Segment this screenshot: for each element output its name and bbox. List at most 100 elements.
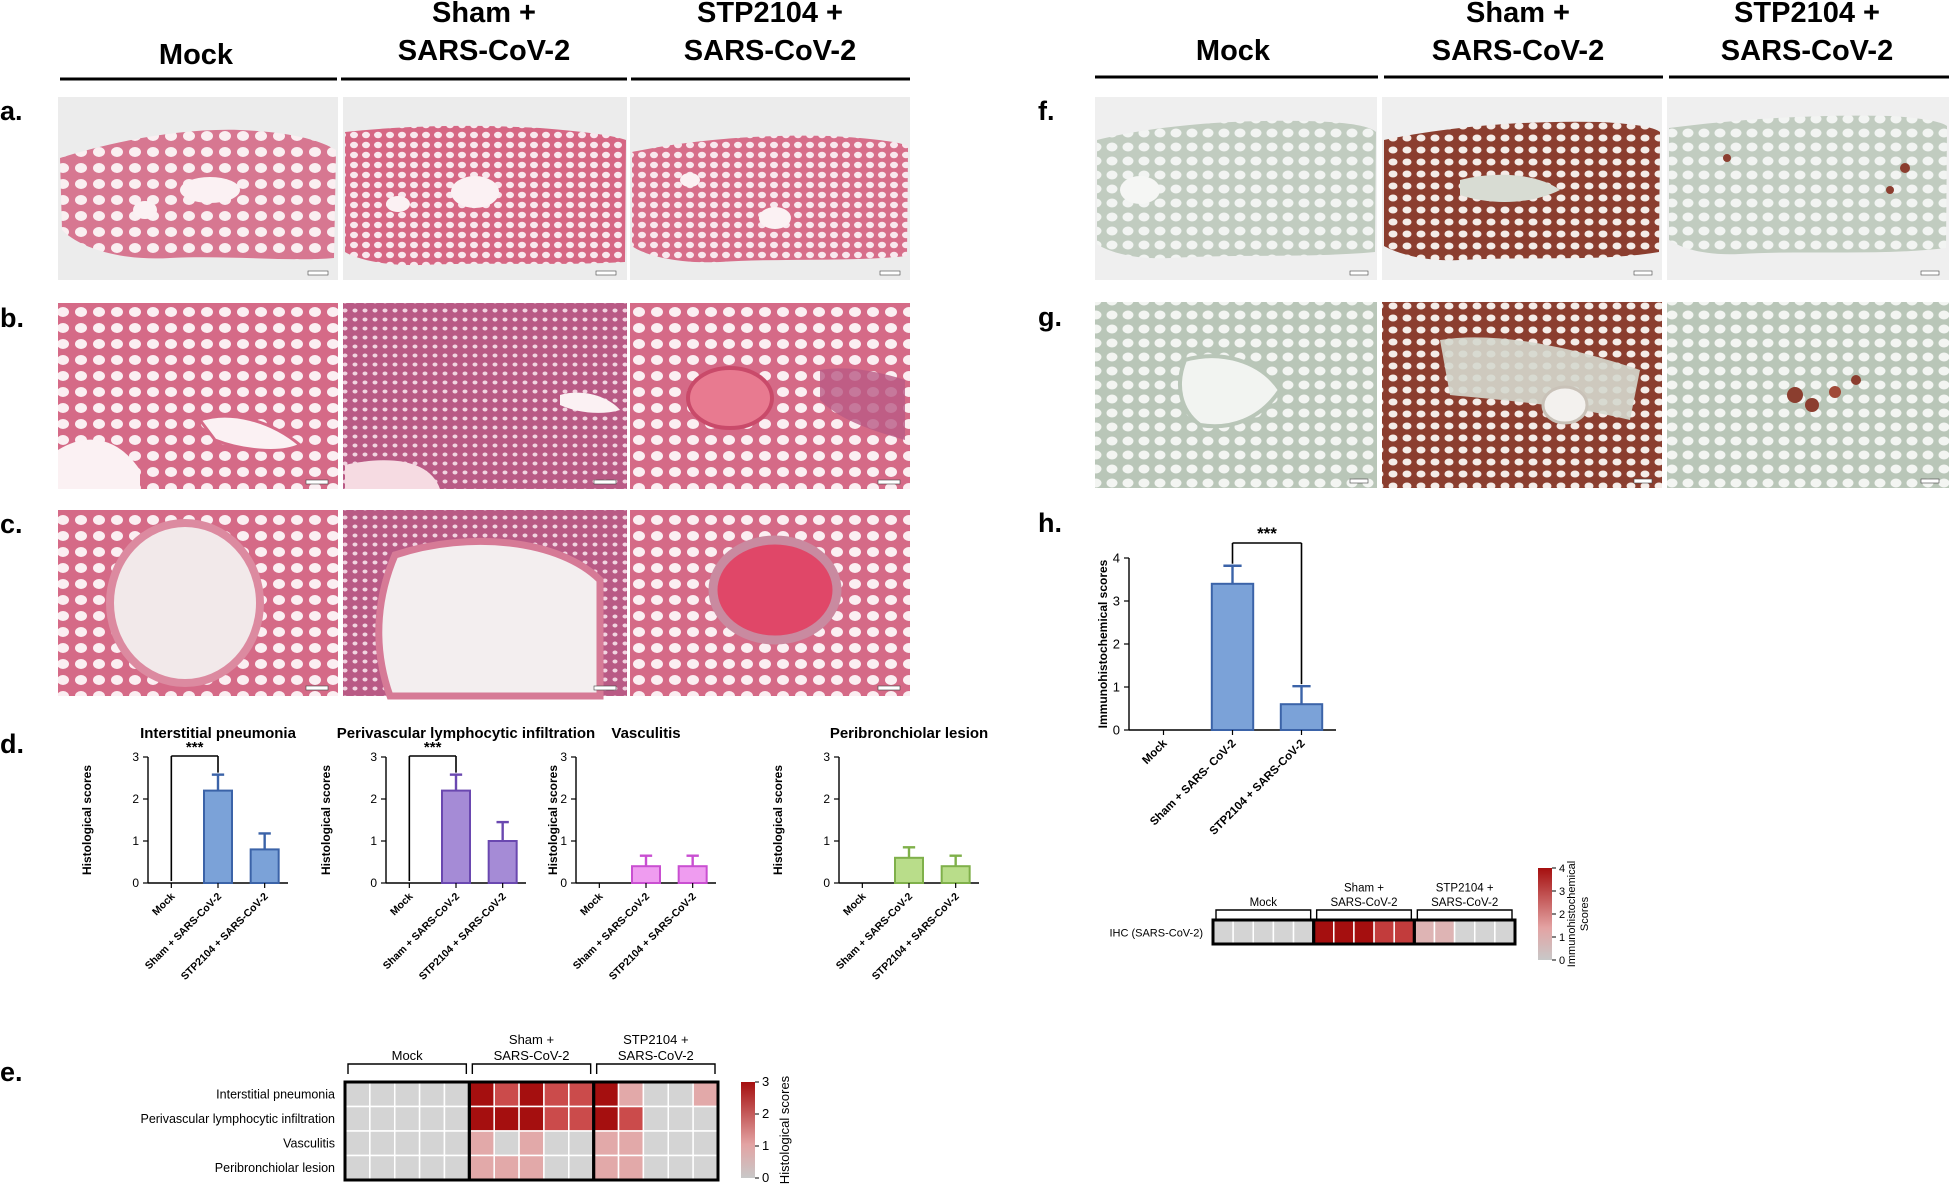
bar-chart-0: Interstitial pneumonia 0 1 2 3 Histological s… — [80, 725, 297, 983]
y-tick-label: 2 — [823, 792, 830, 806]
colorbar-label: Histological scores — [777, 1075, 792, 1184]
colorbar-tick-label: 4 — [1559, 863, 1565, 875]
colorbar-label: Scores — [1579, 896, 1591, 931]
col-header-mock-left: Mock — [60, 39, 337, 81]
he-low-mock — [58, 97, 338, 280]
col-header-stp-line1: STP2104 + — [1734, 0, 1880, 29]
heatmap-cell — [468, 1130, 495, 1157]
heatmap-group-label: Sham + — [1344, 883, 1384, 895]
x-tick-label: Mock — [578, 891, 606, 919]
heatmap-group-bracket — [1215, 909, 1312, 920]
y-axis-label: Histological scores — [546, 765, 560, 875]
heatmap-cell — [1272, 919, 1295, 945]
colorbar-tick-label: 0 — [762, 1170, 769, 1184]
y-tick-label: 2 — [1113, 637, 1120, 652]
panel-letter-d: d. — [0, 729, 24, 759]
panel-c-micrographs — [58, 510, 910, 700]
y-tick-label: 2 — [132, 792, 139, 806]
y-tick-label: 1 — [560, 834, 567, 848]
heatmap-cell — [443, 1154, 471, 1181]
heatmap-cell — [468, 1154, 495, 1181]
he-high-stp — [630, 510, 910, 696]
heatmap-cell — [443, 1130, 471, 1157]
y-tick-label: 1 — [370, 834, 377, 848]
y-tick-label: 0 — [560, 876, 567, 890]
y-tick-label: 3 — [823, 750, 830, 764]
colorbar — [741, 1082, 755, 1178]
col-header-mock-right: Mock — [1095, 35, 1378, 79]
heatmap-cell — [1433, 919, 1456, 945]
heatmap-cell — [543, 1081, 570, 1108]
heatmap-group-bracket — [595, 1063, 716, 1074]
panel-b-micrographs — [58, 303, 910, 489]
panel-letter-a: a. — [0, 96, 23, 126]
heatmap-cell — [568, 1081, 595, 1108]
bar — [894, 856, 924, 884]
colorbar-tick-label: 2 — [1559, 909, 1565, 921]
heatmap-5: Interstitial pneumonia Perivascular lymph… — [140, 1032, 792, 1184]
bar — [249, 848, 280, 885]
heatmap-6: IHC (SARS-CoV-2) Mock Sham + SARS-CoV-2 STP2… — [1109, 861, 1591, 967]
y-axis-label: Histological scores — [771, 765, 785, 875]
y-tick-label: 0 — [370, 876, 377, 890]
panel-a-micrographs — [58, 97, 910, 280]
panel-letter-f: f. — [1038, 96, 1055, 126]
heatmap-cell — [617, 1081, 645, 1108]
heatmap-cell — [418, 1154, 446, 1181]
y-tick-label: 0 — [1113, 723, 1120, 738]
col-header-stp-right: STP2104 + SARS-CoV-2 — [1669, 0, 1949, 79]
heatmap-row-label: Peribronchiolar lesion — [215, 1161, 335, 1175]
colorbar-tick-label: 1 — [762, 1138, 769, 1153]
heatmap-group-label: Mock — [1250, 897, 1278, 909]
heatmap-cell — [493, 1154, 520, 1181]
heatmap-cell — [692, 1154, 719, 1181]
panel-letter-b: b. — [0, 303, 24, 333]
x-tick-label: Mock — [388, 891, 416, 919]
heatmap-cell — [617, 1130, 645, 1157]
heatmap-cell — [443, 1081, 471, 1108]
he-mid-sham — [343, 303, 627, 489]
heatmap-cell — [1333, 919, 1355, 945]
y-axis-label: Immunohistochemical scores — [1096, 559, 1110, 728]
ihc-mid-mock — [1095, 302, 1377, 488]
ihc-low-stp — [1667, 97, 1949, 280]
bar — [1279, 703, 1324, 732]
heatmap-cell — [1453, 919, 1476, 945]
heatmap-cell — [1212, 919, 1234, 945]
col-header-sham-line1: Sham + — [432, 0, 536, 29]
x-tick-label: STP2104 + SARS-CoV-2 — [179, 891, 271, 983]
y-tick-label: 3 — [132, 750, 139, 764]
heatmap-cell — [617, 1105, 645, 1132]
panel-letter-h: h. — [1038, 508, 1062, 538]
y-tick-label: 3 — [370, 750, 377, 764]
colorbar-tick-label: 0 — [1559, 955, 1565, 967]
col-header-sham-right: Sham + SARS-CoV-2 — [1384, 0, 1663, 79]
heatmap-cell — [692, 1105, 719, 1132]
col-header-stp-left: STP2104 + SARS-CoV-2 — [631, 0, 910, 81]
heatmap-cell — [1393, 919, 1416, 945]
heatmap-cell — [369, 1154, 396, 1181]
y-tick-label: 2 — [370, 792, 377, 806]
y-tick-label: 3 — [560, 750, 567, 764]
heatmap-group-frame — [592, 1080, 720, 1182]
heatmap-cell — [1473, 919, 1496, 945]
heatmap-cell — [692, 1081, 719, 1108]
y-tick-label: 4 — [1113, 551, 1120, 566]
heatmap-cell — [667, 1154, 694, 1181]
he-low-stp — [630, 97, 910, 280]
heatmap-cell — [393, 1154, 421, 1181]
heatmap-cell — [642, 1154, 670, 1181]
bar — [203, 789, 233, 884]
col-header-sham-line1: Sham + — [1466, 0, 1570, 29]
heatmap-cell — [369, 1130, 396, 1157]
bar — [487, 840, 518, 884]
heatmap-cell — [642, 1081, 670, 1108]
heatmap-cell — [642, 1105, 670, 1132]
x-tick-label: Sham + SARS-CoV-2 — [571, 891, 652, 972]
heatmap-cell — [468, 1081, 495, 1108]
y-tick-label: 3 — [1113, 594, 1120, 609]
bar — [677, 865, 708, 885]
heatmap-cell — [1353, 919, 1375, 945]
heatmap-cell — [1373, 919, 1395, 945]
colorbar-tick-label: 1 — [1559, 932, 1565, 944]
